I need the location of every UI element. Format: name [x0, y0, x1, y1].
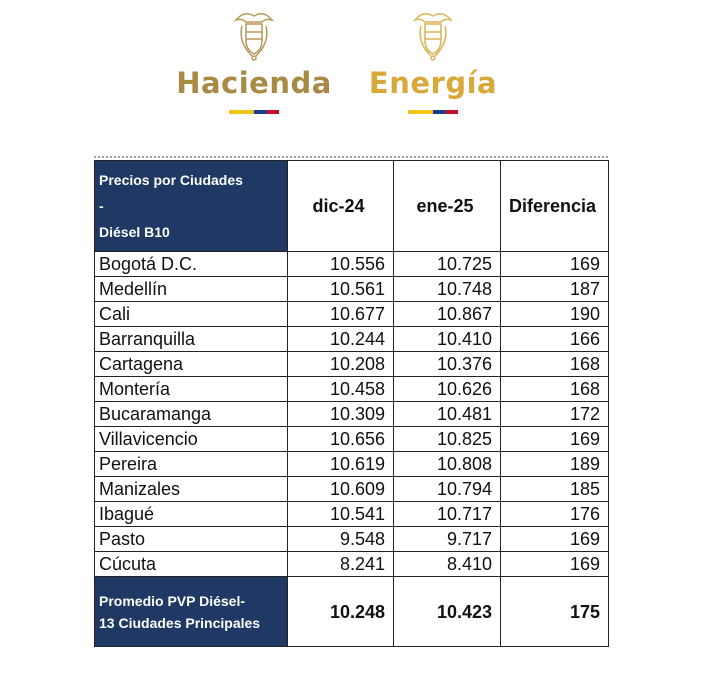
table-row: Manizales 10.609 10.794 185 — [94, 476, 609, 502]
ene-25-cell: 10.717 — [393, 501, 501, 527]
dic-24-cell: 10.208 — [287, 351, 394, 377]
dic-24-cell: 10.309 — [287, 401, 394, 427]
dotted-divider — [94, 156, 608, 158]
city-cell: Barranquilla — [94, 326, 288, 352]
table-row: Medellín 10.561 10.748 187 — [94, 276, 609, 302]
hacienda-wordmark: Hacienda — [176, 66, 332, 100]
average-label-line: 13 Ciudades Principales — [99, 614, 261, 631]
dic-24-cell: 10.656 — [287, 426, 394, 452]
hacienda-logo: Hacienda — [164, 6, 344, 114]
dic-24-cell: 10.561 — [287, 276, 394, 302]
ene-25-cell: 8.410 — [393, 551, 501, 577]
ene-25-cell: 10.808 — [393, 451, 501, 477]
dic-24-cell: 10.677 — [287, 301, 394, 327]
diferencia-cell: 176 — [500, 501, 609, 527]
diferencia-cell: 169 — [500, 251, 609, 277]
header-label-line: Diésel B10 — [99, 224, 170, 240]
diferencia-cell: 187 — [500, 276, 609, 302]
city-cell: Montería — [94, 376, 288, 402]
dic-24-cell: 10.619 — [287, 451, 394, 477]
city-cell: Manizales — [94, 476, 288, 502]
column-header-dic-24: dic-24 — [287, 160, 394, 252]
average-ene-25: 10.423 — [393, 576, 501, 647]
diesel-price-table: Precios por Ciudades - Diésel B10 dic-24 e… — [94, 160, 609, 647]
diferencia-cell: 185 — [500, 476, 609, 502]
energia-wordmark: Energía — [368, 66, 498, 100]
column-header-diferencia: Diferencia — [500, 160, 609, 252]
ene-25-cell: 10.376 — [393, 351, 501, 377]
flag-stripe — [408, 110, 458, 114]
diferencia-cell: 169 — [500, 551, 609, 577]
average-dic-24: 10.248 — [287, 576, 394, 647]
city-cell: Ibagué — [94, 501, 288, 527]
table-row: Barranquilla 10.244 10.410 166 — [94, 326, 609, 352]
diferencia-cell: 190 — [500, 301, 609, 327]
dic-24-cell: 9.548 — [287, 526, 394, 552]
ene-25-cell: 10.794 — [393, 476, 501, 502]
table-row: Cúcuta 8.241 8.410 169 — [94, 551, 609, 577]
ene-25-cell: 10.867 — [393, 301, 501, 327]
ene-25-cell: 10.825 — [393, 426, 501, 452]
city-cell: Pereira — [94, 451, 288, 477]
city-cell: Villavicencio — [94, 426, 288, 452]
dic-24-cell: 8.241 — [287, 551, 394, 577]
city-cell: Cúcuta — [94, 551, 288, 577]
ene-25-cell: 10.410 — [393, 326, 501, 352]
city-cell: Medellín — [94, 276, 288, 302]
table-header-row: Precios por Ciudades - Diésel B10 dic-24 e… — [94, 160, 609, 252]
table-row: Pasto 9.548 9.717 169 — [94, 526, 609, 552]
diferencia-cell: 172 — [500, 401, 609, 427]
table-row: Villavicencio 10.656 10.825 169 — [94, 426, 609, 452]
dic-24-cell: 10.458 — [287, 376, 394, 402]
ene-25-cell: 10.725 — [393, 251, 501, 277]
coat-of-arms-icon — [233, 13, 275, 61]
header-label-cell: Precios por Ciudades - Diésel B10 — [94, 160, 288, 252]
diferencia-cell: 169 — [500, 426, 609, 452]
diferencia-cell: 189 — [500, 451, 609, 477]
header-label-line: Precios por Ciudades — [99, 172, 243, 188]
ene-25-cell: 9.717 — [393, 526, 501, 552]
city-cell: Cali — [94, 301, 288, 327]
dic-24-cell: 10.556 — [287, 251, 394, 277]
city-cell: Cartagena — [94, 351, 288, 377]
diferencia-cell: 168 — [500, 376, 609, 402]
diferencia-cell: 169 — [500, 526, 609, 552]
diferencia-cell: 168 — [500, 351, 609, 377]
average-row: Promedio PVP Diésel- 13 Ciudades Principa… — [94, 576, 609, 647]
city-cell: Pasto — [94, 526, 288, 552]
header-label-line: - — [99, 198, 104, 214]
ene-25-cell: 10.626 — [393, 376, 501, 402]
table-row: Ibagué 10.541 10.717 176 — [94, 501, 609, 527]
table-row: Bogotá D.C. 10.556 10.725 169 — [94, 251, 609, 277]
table-row: Bucaramanga 10.309 10.481 172 — [94, 401, 609, 427]
ene-25-cell: 10.748 — [393, 276, 501, 302]
dic-24-cell: 10.541 — [287, 501, 394, 527]
column-header-ene-25: ene-25 — [393, 160, 501, 252]
table-row: Montería 10.458 10.626 168 — [94, 376, 609, 402]
table-row: Cartagena 10.208 10.376 168 — [94, 351, 609, 377]
average-label-line: Promedio PVP Diésel- — [99, 592, 246, 609]
energia-logo: Energía — [343, 6, 523, 114]
coat-of-arms-icon — [412, 13, 454, 61]
table-row: Cali 10.677 10.867 190 — [94, 301, 609, 327]
dic-24-cell: 10.609 — [287, 476, 394, 502]
diferencia-cell: 166 — [500, 326, 609, 352]
table-row: Pereira 10.619 10.808 189 — [94, 451, 609, 477]
average-diferencia: 175 — [500, 576, 609, 647]
city-cell: Bucaramanga — [94, 401, 288, 427]
ene-25-cell: 10.481 — [393, 401, 501, 427]
dic-24-cell: 10.244 — [287, 326, 394, 352]
city-cell: Bogotá D.C. — [94, 251, 288, 277]
average-label-cell: Promedio PVP Diésel- 13 Ciudades Principa… — [94, 576, 288, 647]
flag-stripe — [229, 110, 279, 114]
